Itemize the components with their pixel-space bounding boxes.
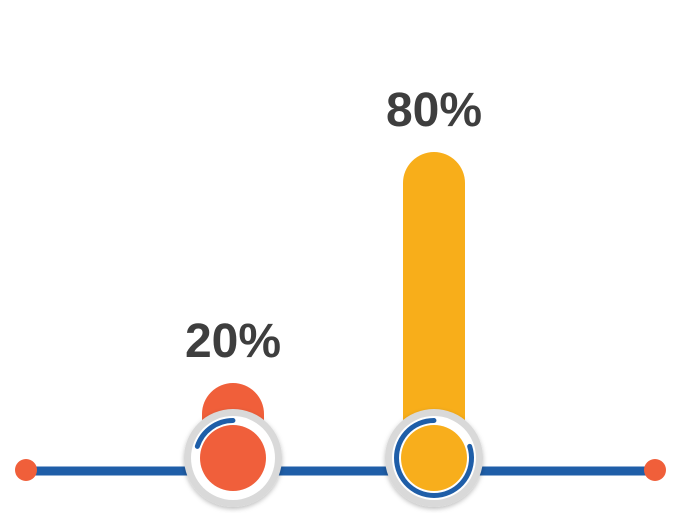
endpoint-dot-left xyxy=(15,459,37,481)
knob-2 xyxy=(385,409,483,507)
knob-1 xyxy=(184,409,282,507)
progress-arc-1 xyxy=(194,418,236,449)
data-label-1: 20% xyxy=(185,315,281,368)
data-label-2: 80% xyxy=(386,84,482,137)
endpoint-dot-right xyxy=(644,459,666,481)
knob-core-1 xyxy=(200,425,266,491)
progress-arc-2 xyxy=(394,418,474,498)
bar-2 xyxy=(403,152,465,460)
knob-core-2 xyxy=(401,425,467,491)
